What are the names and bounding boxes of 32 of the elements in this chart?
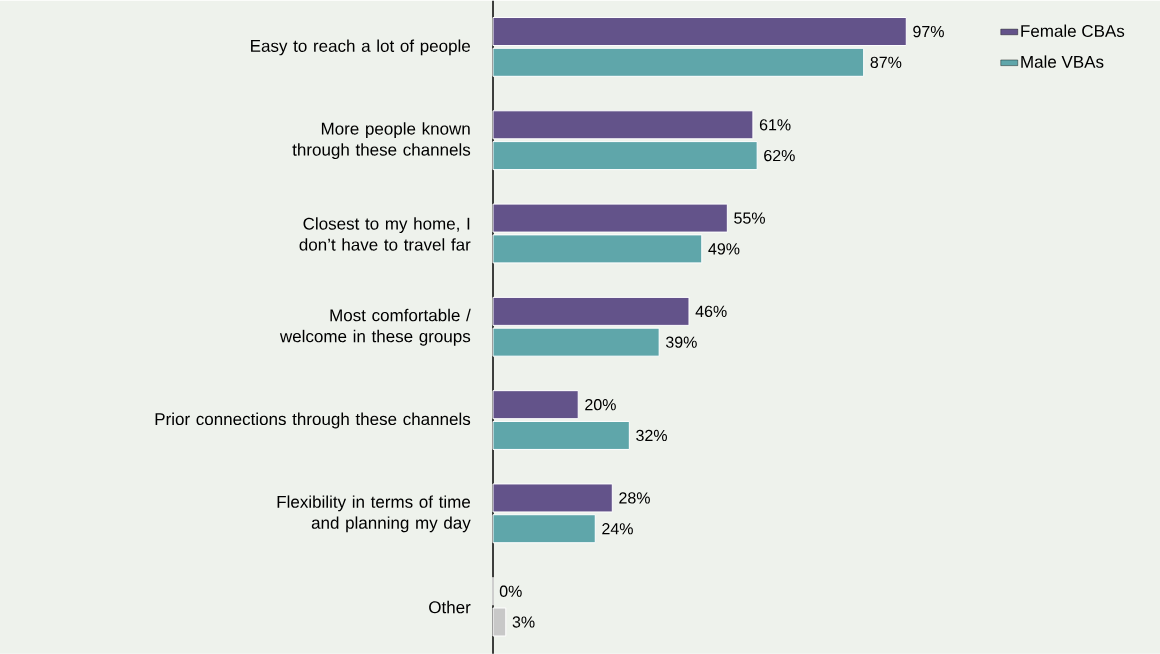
data-label: 24% [602, 522, 633, 535]
data-label: 28% [619, 492, 650, 504]
y-tick-label: Flexibility in terms of time and planning my day [277, 495, 471, 532]
y-tick-label: More people known through these channels [292, 122, 471, 159]
bar [492, 296, 690, 326]
bar [492, 607, 507, 637]
data-label: 49% [708, 242, 740, 255]
bar [492, 420, 630, 450]
bar [492, 16, 907, 46]
y-tick-label: Easy to reach a lot of people [251, 39, 471, 56]
bar [492, 389, 579, 419]
bar [492, 140, 758, 170]
data-label: 62% [764, 149, 795, 162]
bar [492, 327, 660, 357]
y-tick-label: Most comfortable / welcome in these groups [279, 308, 471, 346]
data-label: 87% [870, 56, 902, 68]
data-label: 3% [512, 616, 535, 628]
y-tick-label: Prior connections through these channels [155, 412, 471, 429]
data-label: 32% [636, 429, 667, 441]
data-label: 97% [913, 25, 944, 37]
data-label: 39% [665, 336, 697, 348]
data-label: 20% [585, 398, 616, 411]
data-label: 61% [759, 118, 791, 131]
legend-label: Male VBAs [1021, 55, 1104, 68]
y-tick-label: Closest to my home, I don’t have to travel far [299, 216, 471, 251]
data-label: 0% [499, 585, 522, 597]
legend-label: Female CBAs [1021, 24, 1125, 37]
bar [492, 110, 754, 140]
bar [492, 47, 865, 77]
y-tick-label: Other [429, 600, 471, 614]
data-label: 46% [695, 305, 727, 317]
data-label: 55% [734, 212, 765, 224]
